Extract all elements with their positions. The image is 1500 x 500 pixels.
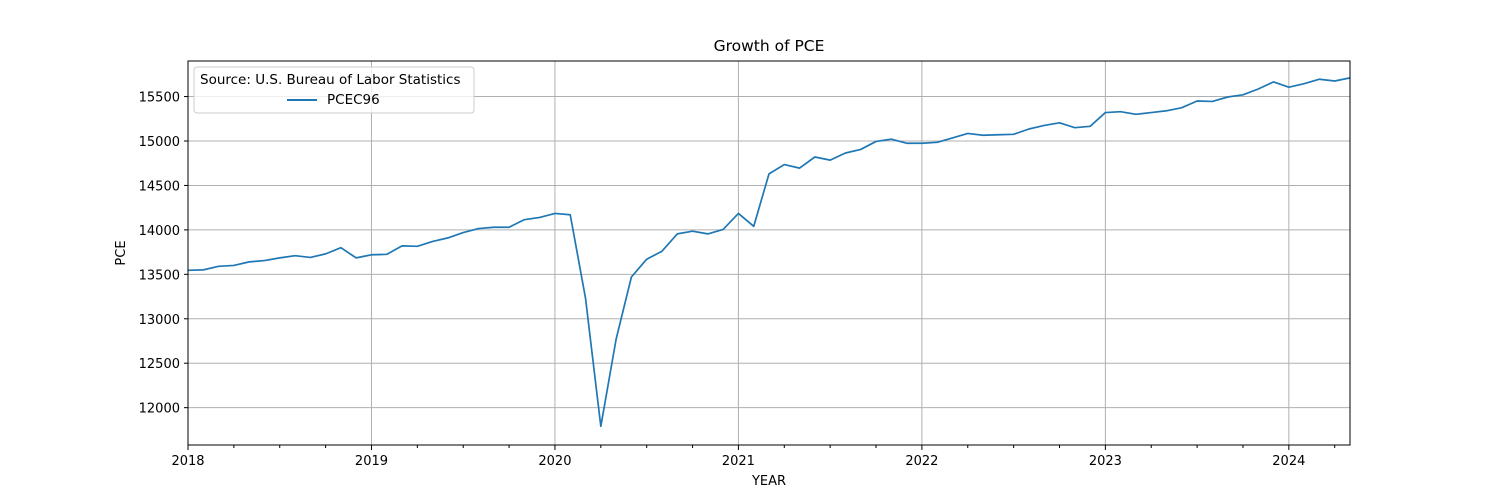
legend-entry-label: PCEC96 xyxy=(327,92,380,108)
y-tick-label: 12500 xyxy=(139,357,180,372)
y-tick-label: 14500 xyxy=(139,179,180,194)
x-tick-label: 2023 xyxy=(1089,454,1122,469)
y-tick-label: 13500 xyxy=(139,268,180,283)
y-tick-label: 15500 xyxy=(139,91,180,106)
x-tick-label: 2019 xyxy=(355,454,388,469)
chart-title: Growth of PCE xyxy=(714,37,825,55)
y-tick-label: 15000 xyxy=(139,135,180,150)
plot-frame xyxy=(187,60,1351,446)
legend: Source: U.S. Bureau of Labor Statistics … xyxy=(193,66,475,114)
x-tick-label: 2024 xyxy=(1272,454,1305,469)
legend-box xyxy=(193,66,475,114)
legend-title: Source: U.S. Bureau of Labor Statistics xyxy=(200,72,461,88)
x-tick-label: 2020 xyxy=(538,454,571,469)
y-tick-label: 12000 xyxy=(139,402,180,417)
x-tick-label: 2018 xyxy=(171,454,204,469)
series-line-pcec96 xyxy=(187,77,1351,428)
line-layer xyxy=(187,77,1351,428)
x-tick-label: 2022 xyxy=(905,454,938,469)
y-axis-label: PCE xyxy=(114,240,129,265)
tick-layer: 12000 12500 13000 13500 14000 14500 15000 15500… xyxy=(139,91,1336,469)
y-tick-label: 13000 xyxy=(139,313,180,328)
x-tick-label: 2021 xyxy=(722,454,755,469)
x-axis-label: YEAR xyxy=(751,474,786,489)
y-tick-label: 14000 xyxy=(139,224,180,239)
